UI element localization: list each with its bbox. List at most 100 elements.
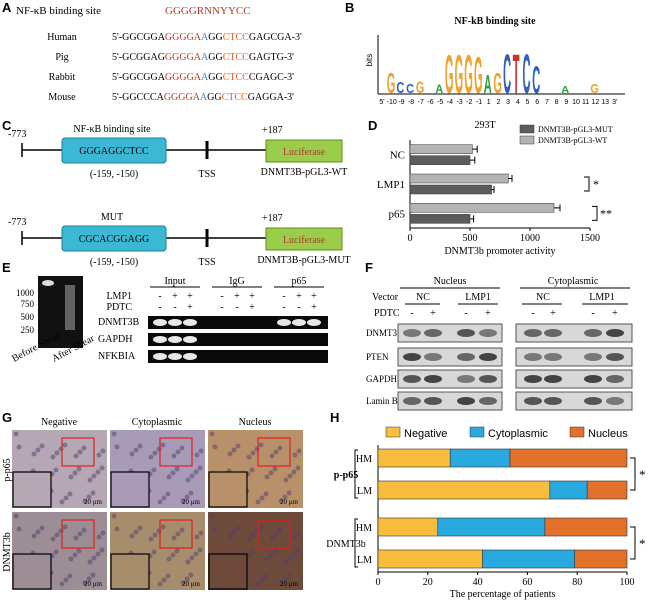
cell — [35, 529, 41, 535]
construct-name: DNMT3B-pGL3-MUT — [257, 255, 350, 266]
cell — [296, 448, 302, 454]
blot-band — [606, 329, 624, 337]
consensus: GGGGRNNYYCC — [165, 5, 251, 17]
cell — [286, 572, 292, 578]
inset — [208, 471, 248, 508]
error-bar — [491, 186, 495, 193]
sign: - — [235, 302, 238, 313]
cell — [96, 452, 102, 458]
sequence-part: GG — [208, 32, 222, 43]
logo-letter-group: G — [474, 46, 483, 104]
logo-letter-group: G — [590, 81, 599, 96]
blot-strip — [397, 347, 503, 367]
cell — [53, 549, 59, 555]
blot-band — [403, 375, 421, 383]
cell — [273, 531, 279, 537]
sign: + — [296, 291, 302, 302]
category-label: LM — [357, 555, 372, 566]
blot-band — [403, 329, 421, 337]
cell — [63, 577, 69, 583]
legend-label: Negative — [404, 428, 447, 440]
sign: + — [311, 302, 317, 313]
panel-letter: G — [2, 410, 12, 425]
logo-letter-group: G — [387, 67, 396, 100]
x-tick-label: 500 — [463, 233, 478, 244]
blot-strip — [148, 333, 328, 346]
blot-band — [544, 397, 562, 405]
vector-label: NC — [416, 292, 430, 303]
sign: + — [187, 291, 193, 302]
zoom-box — [61, 519, 95, 549]
sequence-part: A — [201, 72, 209, 83]
cell — [82, 498, 88, 504]
cell — [31, 533, 37, 539]
column-header: p65 — [292, 276, 307, 287]
position-label: -6 — [427, 99, 433, 106]
cell — [180, 498, 186, 504]
x-tick-label: 1000 — [520, 233, 540, 244]
cell — [165, 491, 171, 497]
axis-label: The percentage of patients — [450, 589, 556, 600]
blot-band — [168, 319, 182, 326]
sequence-part: A — [200, 92, 208, 103]
sequence: 5'-GGCCCAGGGGAAGGCTCCGAGGA-3' — [112, 92, 294, 103]
cell — [235, 525, 241, 531]
cell — [151, 467, 157, 473]
position-label: -7 — [418, 99, 424, 106]
bar-segment — [574, 549, 628, 569]
bar-segment — [509, 448, 628, 468]
blot-strip — [515, 369, 633, 389]
blot-band — [277, 319, 291, 326]
cell — [170, 552, 176, 558]
cell — [287, 473, 293, 479]
blot-band — [153, 319, 167, 326]
blot-band — [584, 375, 602, 383]
cell — [197, 465, 203, 471]
blot-band — [524, 397, 542, 405]
cell — [254, 528, 260, 534]
legend-swatch — [519, 124, 535, 134]
logo-letter: T — [513, 43, 520, 105]
blot-strip — [515, 391, 633, 411]
cell — [197, 547, 203, 553]
sign: + — [430, 308, 436, 319]
construct-name: DNMT3B-pGL3-WT — [261, 167, 348, 178]
scale-label: 20 μm — [84, 498, 103, 506]
cell — [277, 445, 283, 451]
ladder-label: 500 — [21, 312, 35, 322]
logo-letter-group: A — [484, 71, 492, 100]
sign: + — [187, 302, 193, 313]
blot-band — [457, 329, 475, 337]
blot-band — [479, 353, 497, 361]
cell — [166, 556, 172, 562]
blot-band — [153, 336, 167, 343]
bar — [409, 155, 471, 165]
error-bar — [508, 175, 513, 182]
species: Pig — [55, 52, 68, 63]
inset — [110, 553, 150, 590]
bar-segment — [437, 517, 546, 537]
cell — [90, 490, 96, 496]
chart-title: 293T — [474, 120, 495, 131]
blot-band — [424, 397, 442, 405]
cell — [268, 552, 274, 558]
annotation: * — [593, 177, 599, 191]
position-label: -8 — [408, 99, 414, 106]
inset — [110, 471, 150, 508]
cell — [50, 536, 56, 542]
blot-strip — [397, 391, 503, 411]
cell — [133, 529, 139, 535]
cell — [269, 535, 275, 541]
blot-band — [584, 329, 602, 337]
site-sequence: GGGAGGCTCC — [79, 146, 149, 157]
cell — [72, 552, 78, 558]
logo-letter-group: G — [455, 44, 464, 105]
sequence-part: CTCC — [222, 92, 248, 103]
cell — [263, 491, 269, 497]
cell — [58, 528, 64, 534]
logo-letter: G — [493, 67, 502, 100]
position-label: 5' — [379, 99, 384, 106]
cell — [212, 444, 218, 450]
cell — [259, 495, 265, 501]
blot-band — [524, 353, 542, 361]
